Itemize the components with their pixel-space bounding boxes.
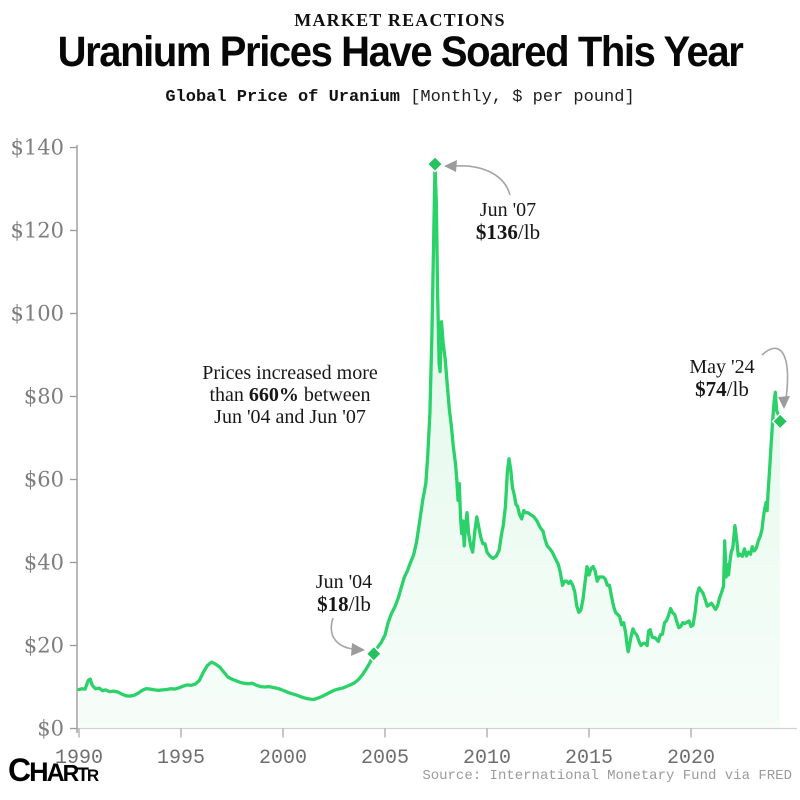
annotation-start-price: $18/lb (254, 593, 434, 616)
annotation-latest: May '24 $74/lb (632, 356, 800, 401)
annotation-start: Jun '04 $18/lb (254, 571, 434, 616)
marker-diamond-icon (426, 155, 444, 173)
peak-price-unit: /lb (517, 220, 541, 244)
logo-letter: H (29, 757, 48, 787)
note-line-2-pre: than (209, 384, 249, 406)
arrowhead-start-icon (351, 643, 365, 656)
logo-letter: R (62, 760, 80, 786)
y-tick-label: $100 (11, 302, 64, 326)
marker-diamond-icon (365, 645, 383, 663)
annotation-latest-date: May '24 (689, 356, 755, 378)
note-line-2-post: between (298, 384, 371, 406)
y-tick-label: $0 (37, 717, 64, 741)
latest-price-unit: /lb (726, 377, 749, 401)
price-line (77, 162, 782, 702)
data-point-markers (365, 155, 789, 663)
arrowhead-peak-icon (444, 160, 457, 172)
arrowhead-latest-icon (778, 396, 790, 409)
subtitle-series-name: Global Price of Uranium (165, 88, 400, 107)
peak-price-value: $136 (475, 220, 518, 244)
subtitle-unit-note: [Monthly, $ per pound] (410, 88, 635, 107)
logo-letter: R (86, 766, 99, 785)
start-price-value: $18 (317, 592, 349, 616)
y-tick-label: $60 (24, 468, 64, 492)
chart-subtitle: Global Price of Uranium [Monthly, $ per … (0, 88, 800, 107)
latest-price-value: $74 (695, 377, 727, 401)
logo-letter: T (77, 765, 89, 786)
x-tick-label: 1990 (55, 747, 103, 770)
y-tick-label: $20 (24, 634, 64, 658)
logo-letter: A (46, 759, 65, 787)
annotation-latest-price: $74/lb (632, 378, 800, 401)
note-line-1: Prices increased more (202, 362, 378, 384)
note-line-3: Jun '04 and Jun '07 (214, 406, 366, 428)
page-title: Uranium Prices Have Soared This Year (57, 28, 744, 76)
y-tick-label: $140 (11, 136, 64, 160)
annotation-peak-price: $136/lb (418, 221, 598, 244)
x-tick-label: 2010 (463, 747, 511, 770)
x-tick-label: 2005 (361, 747, 409, 770)
note-line-2: than 660% between (145, 384, 435, 406)
x-tick-label: 2015 (565, 747, 613, 770)
arrow-to-start-marker (330, 617, 354, 650)
kicker: MARKET REACTIONS (294, 10, 506, 30)
y-axis: $0 $20 $40 $60 $80 $100 $120 $140 (11, 136, 77, 741)
arrow-to-latest-marker (761, 347, 789, 400)
marker-diamond-icon (771, 412, 789, 430)
note-percent-value: 660% (248, 384, 299, 406)
annotation-arrows (330, 160, 790, 656)
annotation-peak: Jun '07 $136/lb (418, 199, 598, 244)
y-tick-label: $120 (11, 219, 64, 243)
logo-letter: C (8, 752, 31, 788)
x-tick-label: 1995 (157, 747, 205, 770)
start-price-unit: /lb (348, 592, 371, 616)
x-tick-label: 2000 (259, 747, 307, 770)
x-tick-label: 2020 (667, 747, 715, 770)
y-tick-label: $40 (24, 551, 64, 575)
arrow-to-peak-marker (453, 165, 511, 196)
source-credit: Source: International Monetary Fund via … (422, 768, 792, 784)
y-tick-label: $80 (24, 385, 64, 409)
annotation-note: Prices increased more than 660% between … (145, 362, 435, 428)
annotation-start-date: Jun '04 (315, 571, 373, 593)
annotation-peak-date: Jun '07 (479, 199, 537, 221)
chartr-logo: CHARTR (8, 752, 99, 789)
x-axis: 1990 1995 2000 2005 2010 2015 2020 (55, 728, 715, 770)
